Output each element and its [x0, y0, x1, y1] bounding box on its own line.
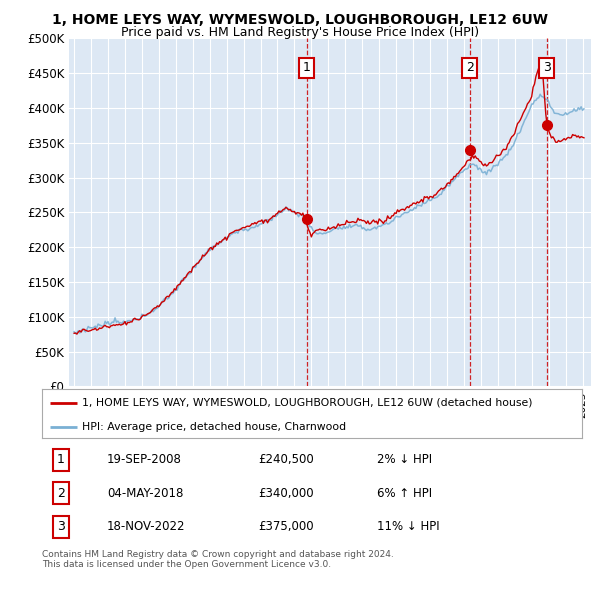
Text: 3: 3: [542, 61, 551, 74]
Text: 04-MAY-2018: 04-MAY-2018: [107, 487, 183, 500]
Text: 6% ↑ HPI: 6% ↑ HPI: [377, 487, 432, 500]
Text: 2% ↓ HPI: 2% ↓ HPI: [377, 453, 432, 466]
Text: HPI: Average price, detached house, Charnwood: HPI: Average price, detached house, Char…: [83, 422, 347, 432]
Text: 3: 3: [57, 520, 65, 533]
Text: 1: 1: [57, 453, 65, 466]
Text: 18-NOV-2022: 18-NOV-2022: [107, 520, 185, 533]
Text: Price paid vs. HM Land Registry's House Price Index (HPI): Price paid vs. HM Land Registry's House …: [121, 26, 479, 39]
Text: £240,500: £240,500: [258, 453, 314, 466]
Text: 19-SEP-2008: 19-SEP-2008: [107, 453, 182, 466]
Text: 1: 1: [302, 61, 311, 74]
Text: Contains HM Land Registry data © Crown copyright and database right 2024.
This d: Contains HM Land Registry data © Crown c…: [42, 550, 394, 569]
Text: 2: 2: [57, 487, 65, 500]
Text: £375,000: £375,000: [258, 520, 314, 533]
Text: 1, HOME LEYS WAY, WYMESWOLD, LOUGHBOROUGH, LE12 6UW (detached house): 1, HOME LEYS WAY, WYMESWOLD, LOUGHBOROUG…: [83, 398, 533, 408]
Text: 2: 2: [466, 61, 473, 74]
Text: 1, HOME LEYS WAY, WYMESWOLD, LOUGHBOROUGH, LE12 6UW: 1, HOME LEYS WAY, WYMESWOLD, LOUGHBOROUG…: [52, 13, 548, 27]
Text: 11% ↓ HPI: 11% ↓ HPI: [377, 520, 439, 533]
Text: £340,000: £340,000: [258, 487, 314, 500]
